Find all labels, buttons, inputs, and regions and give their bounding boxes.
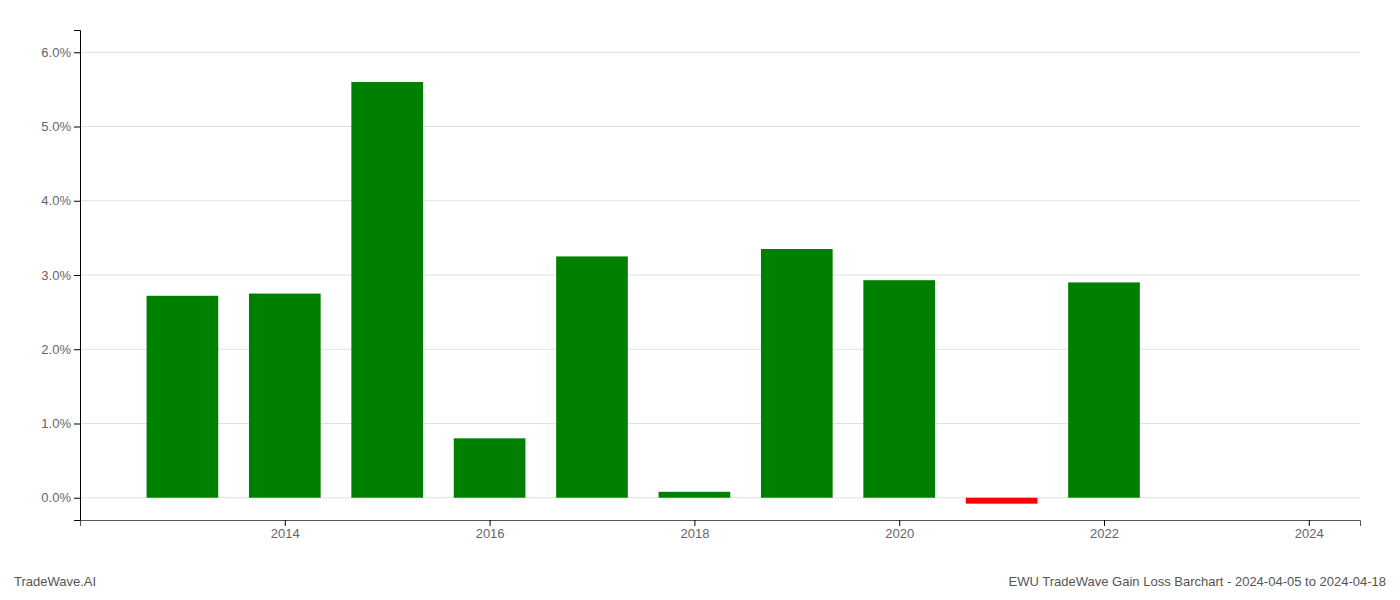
x-tick: 2024 <box>1295 520 1324 541</box>
x-axis-line <box>81 521 1361 527</box>
y-tick: 0.0% <box>41 490 80 505</box>
x-tick: 2022 <box>1090 520 1119 541</box>
x-tick-label: 2014 <box>271 526 300 541</box>
bar <box>1068 282 1140 497</box>
y-tick-label: 2.0% <box>41 342 71 357</box>
grid <box>80 52 1360 497</box>
bar <box>147 296 219 498</box>
grid-line <box>80 52 1360 53</box>
x-tick: 2020 <box>885 520 914 541</box>
x-tick-mark <box>490 520 491 526</box>
y-tick: 1.0% <box>41 416 80 431</box>
bar <box>966 498 1038 504</box>
y-tick-mark <box>74 52 80 53</box>
chart-container: 2014 2016 2018 2020 2022 2024 0.0% 1.0% 2.0% 3.0%… <box>0 0 1400 600</box>
plot-area <box>147 82 1140 504</box>
bar <box>863 280 935 498</box>
bar <box>249 294 321 498</box>
x-tick-mark <box>694 520 695 526</box>
x-tick-label: 2018 <box>680 526 709 541</box>
x-tick-label: 2024 <box>1295 526 1324 541</box>
grid-line <box>80 275 1360 276</box>
y-axis: 0.0% 1.0% 2.0% 3.0% 4.0% 5.0% 6.0% <box>41 31 80 521</box>
bar <box>761 249 833 498</box>
y-tick-label: 0.0% <box>41 490 71 505</box>
y-tick: 5.0% <box>41 119 80 134</box>
y-tick: 4.0% <box>41 193 80 208</box>
y-tick: 6.0% <box>41 45 80 60</box>
y-tick: 2.0% <box>41 342 80 357</box>
x-tick-mark <box>1309 520 1310 526</box>
y-tick-label: 5.0% <box>41 119 71 134</box>
y-axis-line <box>74 31 81 521</box>
bar <box>659 492 731 498</box>
y-tick: 3.0% <box>41 268 80 283</box>
y-tick-label: 3.0% <box>41 268 71 283</box>
y-tick-label: 4.0% <box>41 193 71 208</box>
x-tick: 2016 <box>476 520 505 541</box>
y-tick-label: 1.0% <box>41 416 71 431</box>
bar <box>454 438 526 497</box>
y-tick-mark <box>74 127 80 128</box>
x-tick-label: 2016 <box>476 526 505 541</box>
bar <box>556 256 628 497</box>
y-tick-mark <box>74 423 80 424</box>
y-tick-mark <box>74 275 80 276</box>
grid-line <box>80 126 1360 127</box>
y-tick-label: 6.0% <box>41 45 71 60</box>
x-tick: 2014 <box>271 520 300 541</box>
y-tick-mark <box>74 201 80 202</box>
x-tick: 2018 <box>680 520 709 541</box>
x-tick-mark <box>899 520 900 526</box>
y-tick-mark <box>74 498 80 499</box>
x-tick-mark <box>285 520 286 526</box>
grid-line <box>80 200 1360 201</box>
footer-left: TradeWave.AI <box>14 574 96 589</box>
x-axis: 2014 2016 2018 2020 2022 2024 <box>81 520 1361 541</box>
x-tick-label: 2022 <box>1090 526 1119 541</box>
x-tick-mark <box>1104 520 1105 526</box>
y-tick-mark <box>74 349 80 350</box>
x-tick-label: 2020 <box>885 526 914 541</box>
bar <box>351 82 423 498</box>
chart-svg: 2014 2016 2018 2020 2022 2024 0.0% 1.0% 2.0% 3.0%… <box>0 0 1400 600</box>
title: EWU TradeWave Gain Loss Barchart - 2024-… <box>1009 574 1386 589</box>
